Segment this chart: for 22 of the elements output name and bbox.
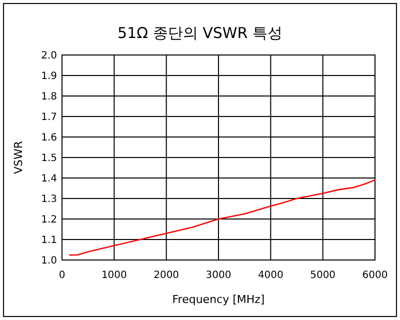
x-tick-label: 3000 (206, 270, 232, 281)
x-tick-label: 2000 (154, 270, 180, 281)
x-tick-label: 4000 (258, 270, 284, 281)
y-tick-label: 1.0 (41, 256, 57, 266)
y-tick-label: 1.3 (41, 194, 57, 205)
x-tick-label: 6000 (362, 270, 388, 281)
x-tick-label: 1000 (101, 270, 127, 281)
y-tick-label: 1.9 (41, 71, 57, 82)
x-axis-title: Frequency [MHz] (172, 293, 265, 306)
y-tick-label: 1.4 (41, 174, 57, 184)
chart-title: 51Ω 종단의 VSWR 특성 (118, 24, 282, 42)
y-tick-label: 1.5 (41, 153, 57, 164)
y-tick-label: 1.7 (41, 112, 57, 123)
y-tick-label: 1.6 (41, 132, 57, 144)
y-axis-title: VSWR (12, 140, 25, 174)
y-tick-label: 1.2 (41, 214, 57, 226)
x-tick-label: 0 (58, 270, 66, 281)
line-series (69, 179, 376, 256)
y-tick-label: 1.8 (41, 92, 57, 102)
x-tick-label: 5000 (310, 270, 336, 281)
y-tick-label: 2.0 (41, 50, 57, 62)
y-tick-label: 1.1 (41, 235, 57, 246)
